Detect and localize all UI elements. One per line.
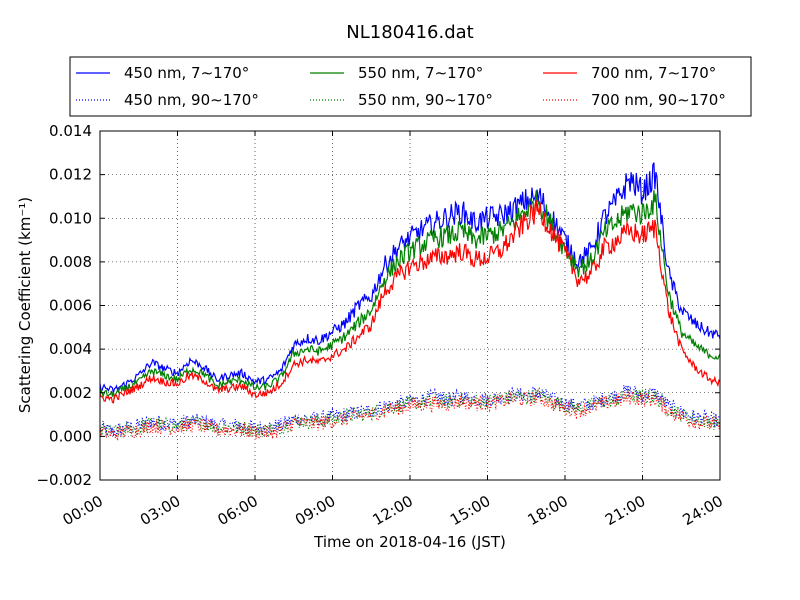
legend-box xyxy=(69,56,752,117)
y-tick-label: 0.006 xyxy=(49,297,92,315)
y-tick-label: 0.004 xyxy=(49,340,92,358)
series-line xyxy=(100,190,720,400)
y-tick-label: 0.008 xyxy=(49,253,92,271)
x-axis-label: Time on 2018-04-16 (JST) xyxy=(313,533,506,551)
legend-label: 700 nm, 90∼170° xyxy=(591,91,726,109)
y-tick-label: 0.002 xyxy=(49,384,92,402)
legend-label: 700 nm, 7∼170° xyxy=(591,64,716,82)
series-line xyxy=(100,162,720,393)
legend: 450 nm, 7∼170° 550 nm, 7∼170° 700 nm, 7∼17… xyxy=(69,56,752,117)
chart-title: NL180416.dat xyxy=(346,22,473,43)
legend-label: 450 nm, 90∼170° xyxy=(124,91,259,109)
legend-label: 450 nm, 7∼170° xyxy=(124,64,249,82)
y-tick-label: 0.000 xyxy=(49,427,92,445)
series-line xyxy=(100,199,720,404)
y-tick-label: −0.002 xyxy=(36,471,92,489)
legend-label: 550 nm, 7∼170° xyxy=(358,64,483,82)
y-tick-label: 0.012 xyxy=(49,166,92,184)
y-tick-label: 0.014 xyxy=(49,122,92,140)
y-tick-label: 0.010 xyxy=(49,209,92,227)
y-axis-label: Scattering Coefficient (km⁻¹) xyxy=(16,197,34,413)
series-line xyxy=(100,389,720,441)
legend-label: 550 nm, 90∼170° xyxy=(358,91,493,109)
